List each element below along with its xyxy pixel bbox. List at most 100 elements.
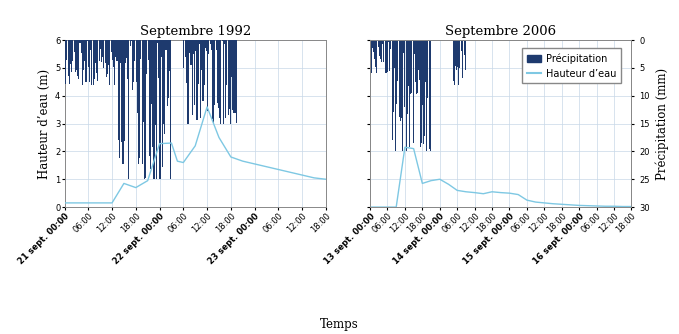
Bar (92, 40, 94, 85)
Bar (166, 40, 168, 106)
Bar (208, 40, 210, 53)
Bar (386, 40, 387, 73)
Bar (219, 40, 220, 119)
Bar (191, 40, 193, 115)
Bar (390, 40, 391, 51)
Y-axis label: Précipitation (mm): Précipitation (mm) (655, 67, 669, 180)
Bar (102, 40, 103, 57)
Bar (126, 40, 127, 58)
Bar (187, 40, 188, 124)
Bar (89, 40, 90, 82)
Bar (460, 40, 461, 70)
Bar (161, 40, 162, 57)
Bar (100, 40, 101, 49)
Bar (413, 40, 414, 42)
Bar (425, 40, 426, 82)
Bar (236, 40, 237, 123)
Bar (415, 40, 416, 82)
Bar (87, 40, 88, 41)
Bar (125, 40, 126, 63)
Bar (398, 40, 399, 105)
Bar (213, 40, 215, 124)
Bar (414, 40, 415, 54)
Bar (112, 40, 113, 60)
Bar (429, 40, 430, 149)
Bar (164, 40, 165, 134)
Bar (75, 40, 76, 72)
Bar (416, 40, 417, 95)
Bar (378, 40, 379, 46)
Bar (223, 40, 224, 124)
Bar (141, 40, 143, 164)
Bar (189, 40, 190, 53)
Bar (64, 40, 65, 66)
Bar (410, 40, 411, 94)
Bar (108, 40, 109, 65)
Bar (372, 40, 373, 47)
Bar (94, 40, 95, 79)
Bar (227, 40, 229, 115)
Bar (224, 40, 225, 44)
Y-axis label: Hauteur d’eau (m): Hauteur d’eau (m) (38, 68, 51, 179)
Bar (381, 40, 382, 62)
Bar (158, 40, 160, 78)
Title: Septembre 1992: Septembre 1992 (140, 24, 251, 37)
Bar (132, 40, 133, 91)
Bar (395, 40, 396, 151)
Bar (127, 40, 128, 79)
Bar (136, 40, 138, 113)
Bar (201, 40, 202, 70)
Bar (79, 40, 81, 43)
Bar (420, 40, 421, 147)
Bar (389, 40, 390, 71)
Bar (423, 40, 424, 144)
Bar (145, 40, 146, 178)
Bar (120, 40, 121, 63)
Bar (463, 40, 464, 41)
Text: Temps: Temps (320, 318, 359, 331)
Bar (157, 40, 158, 43)
Bar (419, 40, 420, 75)
Bar (465, 40, 466, 70)
Bar (422, 40, 423, 105)
Bar (384, 40, 385, 73)
Bar (229, 40, 230, 109)
Bar (113, 40, 114, 67)
Bar (83, 40, 84, 70)
Bar (70, 40, 71, 64)
Bar (458, 40, 459, 85)
Bar (106, 40, 107, 77)
Bar (193, 40, 194, 54)
Bar (152, 40, 153, 147)
Bar (374, 40, 375, 59)
Bar (212, 40, 213, 119)
Bar (380, 40, 381, 59)
Bar (402, 40, 403, 151)
Bar (409, 40, 410, 148)
Bar (453, 40, 454, 80)
Bar (202, 40, 204, 101)
Bar (134, 40, 136, 61)
Bar (82, 40, 83, 85)
Bar (206, 40, 207, 51)
Bar (77, 40, 78, 76)
Bar (408, 40, 409, 87)
Bar (383, 40, 384, 62)
Bar (400, 40, 401, 121)
Bar (103, 40, 105, 68)
Bar (139, 40, 141, 158)
Bar (225, 40, 226, 118)
Bar (235, 40, 236, 113)
Bar (109, 40, 111, 85)
Bar (153, 40, 155, 179)
Bar (73, 40, 75, 52)
Bar (207, 40, 208, 111)
Bar (194, 40, 195, 105)
Bar (78, 40, 79, 79)
Bar (456, 40, 457, 70)
Bar (404, 40, 405, 107)
Bar (156, 40, 157, 179)
Bar (96, 40, 97, 73)
Bar (131, 40, 132, 41)
Title: Septembre 2006: Septembre 2006 (445, 24, 556, 37)
